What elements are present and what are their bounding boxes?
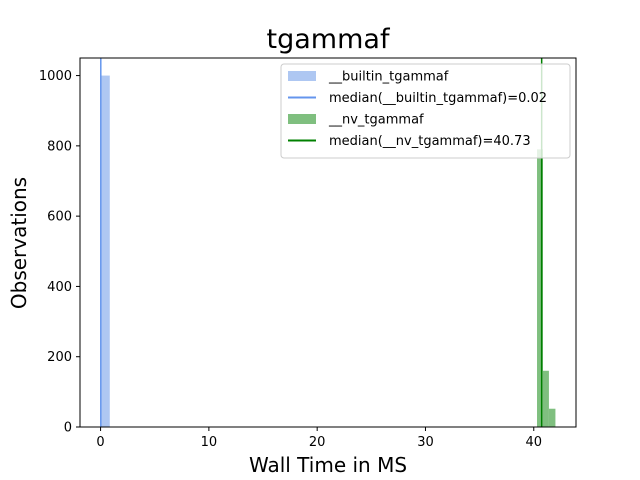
legend: __builtin_tgammaf median(__builtin_tgamma…: [280, 63, 571, 159]
legend-label: median(__nv_tgammaf)=40.73: [329, 134, 531, 149]
x-tick-label: 10: [201, 435, 218, 450]
x-tick-label: 20: [309, 435, 326, 450]
x-tick-label: 30: [417, 435, 434, 450]
chart-title: tgammaf: [267, 24, 391, 55]
x-tick-label: 0: [96, 435, 104, 450]
legend-swatch: [288, 71, 316, 81]
plot-frame: [79, 57, 577, 428]
y-tick-label: 0: [64, 421, 72, 436]
bar-builtin-tgammaf-0: [100, 75, 110, 428]
legend-label: median(__builtin_tgammaf)=0.02: [329, 91, 547, 106]
y-tick-label: 200: [47, 350, 72, 365]
bars-group: [100, 75, 556, 428]
bar-nv-tgammaf-2: [548, 408, 556, 427]
y-axis-label: Observations: [7, 177, 31, 309]
legend-swatch: [288, 114, 316, 124]
x-tick-label: 40: [525, 435, 542, 450]
y-tick-label: 600: [47, 210, 72, 225]
x-axis-ticks: 0 10 20 30 40: [96, 427, 542, 450]
x-axis-label: Wall Time in MS: [249, 453, 407, 477]
bar-nv-tgammaf-1: [542, 370, 549, 427]
bar-nv-tgammaf-0: [537, 149, 543, 427]
y-tick-label: 400: [47, 280, 72, 295]
legend-label: __builtin_tgammaf: [328, 70, 449, 85]
y-tick-label: 1000: [39, 69, 72, 84]
y-axis-ticks: 0 200 400 600 800 1000: [39, 69, 80, 436]
legend-label: __nv_tgammaf: [328, 113, 424, 128]
legend-box: [280, 63, 571, 159]
y-tick-label: 800: [47, 139, 72, 154]
